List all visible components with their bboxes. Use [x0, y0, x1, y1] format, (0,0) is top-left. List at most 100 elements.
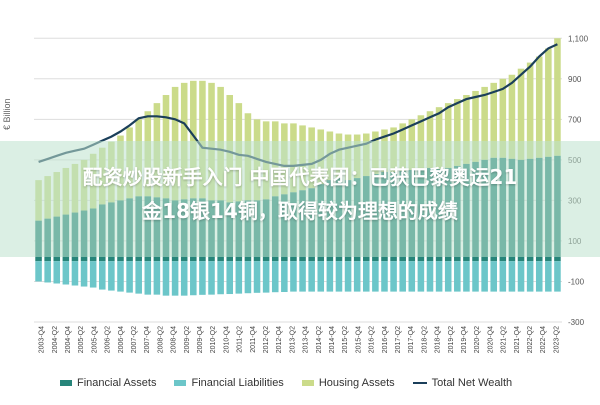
bar-financial-liabilities	[499, 261, 507, 292]
x-tick-label: 2009-Q2	[184, 326, 191, 353]
bar-financial-liabilities	[262, 261, 270, 293]
bar-financial-liabilities	[44, 261, 51, 283]
bar-financial-liabilities	[135, 261, 142, 294]
bar-financial-liabilities	[308, 261, 315, 292]
overlay-line-2: 金18银14铜，取得较为理想的成绩	[142, 199, 458, 223]
y-tick-label: 900	[568, 75, 582, 84]
legend-financial-assets-label: Financial Assets	[77, 377, 157, 389]
x-tick-label: 2020-Q2	[474, 326, 481, 353]
x-tick-label: 2005-Q4	[91, 326, 98, 353]
bar-financial-liabilities	[326, 261, 334, 292]
x-tick-label: 2007-Q2	[131, 326, 138, 353]
x-tick-label: 2004-Q2	[52, 326, 59, 353]
bar-financial-liabilities	[508, 261, 516, 292]
x-tick-label: 2014-Q4	[329, 326, 336, 353]
x-tick-label: 2021-Q4	[514, 326, 521, 353]
bar-financial-liabilities	[98, 261, 106, 290]
x-tick-label: 2007-Q4	[144, 326, 151, 353]
bar-housing-assets	[190, 80, 197, 199]
x-tick-label: 2020-Q4	[487, 326, 494, 353]
legend-total-net-wealth: Total Net Wealth	[412, 377, 513, 389]
bar-financial-liabilities	[253, 261, 261, 293]
x-tick-label: 2008-Q4	[171, 326, 178, 353]
y-tick-label: -100	[568, 277, 585, 286]
legend-financial-liabilities-swatch	[174, 380, 187, 386]
legend-financial-liabilities: Financial Liabilities	[174, 377, 284, 389]
y-tick-label: 700	[568, 115, 582, 124]
bar-housing-assets	[517, 68, 525, 160]
x-tick-label: 2015-Q4	[355, 326, 362, 353]
bar-housing-assets	[472, 90, 479, 162]
legend-financial-assets: Financial Assets	[60, 377, 156, 389]
bar-financial-liabilities	[290, 261, 297, 292]
x-tick-label: 2003-Q4	[39, 326, 46, 353]
x-tick-label: 2008-Q2	[157, 326, 164, 353]
bar-financial-liabilities	[208, 261, 215, 295]
bar-financial-liabilities	[463, 261, 470, 292]
x-tick-label: 2016-Q2	[369, 326, 376, 353]
x-tick-label: 2005-Q2	[78, 326, 85, 353]
bar-housing-assets	[526, 62, 534, 159]
bar-financial-liabilities	[171, 261, 179, 296]
legend-financial-liabilities-label: Financial Liabilities	[191, 377, 284, 389]
overlay-text: 配资炒股新手入门 中国代表团：已获巴黎奥运21 金18银14铜，取得较为理想的成…	[0, 160, 600, 228]
y-tick-label: 1,100	[568, 34, 589, 43]
bar-financial-liabilities	[517, 261, 525, 292]
bar-financial-liabilities	[472, 261, 479, 292]
x-tick-label: 2009-Q4	[197, 326, 204, 353]
legend-total-net-wealth-label: Total Net Wealth	[431, 377, 513, 389]
bar-financial-liabilities	[281, 261, 288, 293]
x-tick-label: 2006-Q2	[105, 326, 112, 353]
legend-financial-assets-swatch	[60, 380, 72, 386]
x-tick-label: 2017-Q2	[395, 326, 402, 353]
legend: Financial Assets Financial Liabilities H…	[60, 377, 580, 389]
x-tick-label: 2010-Q4	[223, 326, 230, 353]
bar-financial-liabilities	[89, 261, 97, 288]
bar-financial-liabilities	[62, 261, 70, 285]
bar-financial-liabilities	[162, 261, 170, 296]
bar-financial-liabilities	[117, 261, 124, 292]
x-tick-label: 2018-Q2	[421, 326, 428, 353]
x-tick-label: 2006-Q4	[118, 326, 125, 353]
bar-financial-liabilities	[108, 261, 115, 291]
x-tick-label: 2012-Q4	[276, 326, 283, 353]
x-tick-label: 2022-Q4	[540, 326, 547, 353]
bar-financial-liabilities	[490, 261, 498, 292]
bar-financial-liabilities	[435, 261, 443, 292]
x-tick-label: 2004-Q4	[65, 326, 72, 353]
x-tick-label: 2016-Q4	[382, 326, 389, 353]
bar-financial-liabilities	[317, 261, 325, 292]
bar-housing-assets	[554, 38, 561, 156]
bar-financial-liabilities	[217, 261, 224, 295]
x-tick-label: 2011-Q4	[250, 326, 257, 353]
bar-financial-liabilities	[271, 261, 279, 293]
bar-financial-liabilities	[417, 261, 425, 292]
bar-financial-liabilities	[390, 261, 397, 292]
bar-housing-assets	[454, 99, 461, 166]
bar-financial-liabilities	[426, 261, 434, 292]
bar-financial-liabilities	[71, 261, 79, 286]
bar-financial-liabilities	[454, 261, 461, 292]
bar-financial-liabilities	[362, 261, 370, 292]
bar-financial-liabilities	[180, 261, 188, 296]
legend-housing-assets-label: Housing Assets	[318, 377, 395, 389]
bar-financial-liabilities	[444, 261, 452, 292]
bar-housing-assets	[444, 103, 452, 168]
bar-financial-liabilities	[35, 261, 42, 282]
x-tick-label: 2010-Q2	[210, 326, 217, 353]
bar-financial-liabilities	[199, 261, 206, 295]
x-tick-label: 2013-Q2	[289, 326, 296, 353]
x-tick-label: 2021-Q2	[501, 326, 508, 353]
overlay-line-1: 配资炒股新手入门 中国代表团：已获巴黎奥运21	[82, 165, 518, 189]
y-tick-label: -300	[568, 318, 585, 327]
x-tick-label: 2019-Q4	[461, 326, 468, 353]
bar-financial-liabilities	[381, 261, 388, 292]
bar-financial-liabilities	[353, 261, 361, 292]
x-tick-label: 2018-Q4	[435, 326, 442, 353]
bar-financial-liabilities	[344, 261, 352, 292]
bar-financial-liabilities	[244, 261, 252, 294]
bar-housing-assets	[426, 111, 434, 168]
legend-housing-assets-swatch	[301, 380, 314, 386]
x-tick-label: 2014-Q2	[316, 326, 323, 353]
overlay-band	[0, 141, 600, 257]
